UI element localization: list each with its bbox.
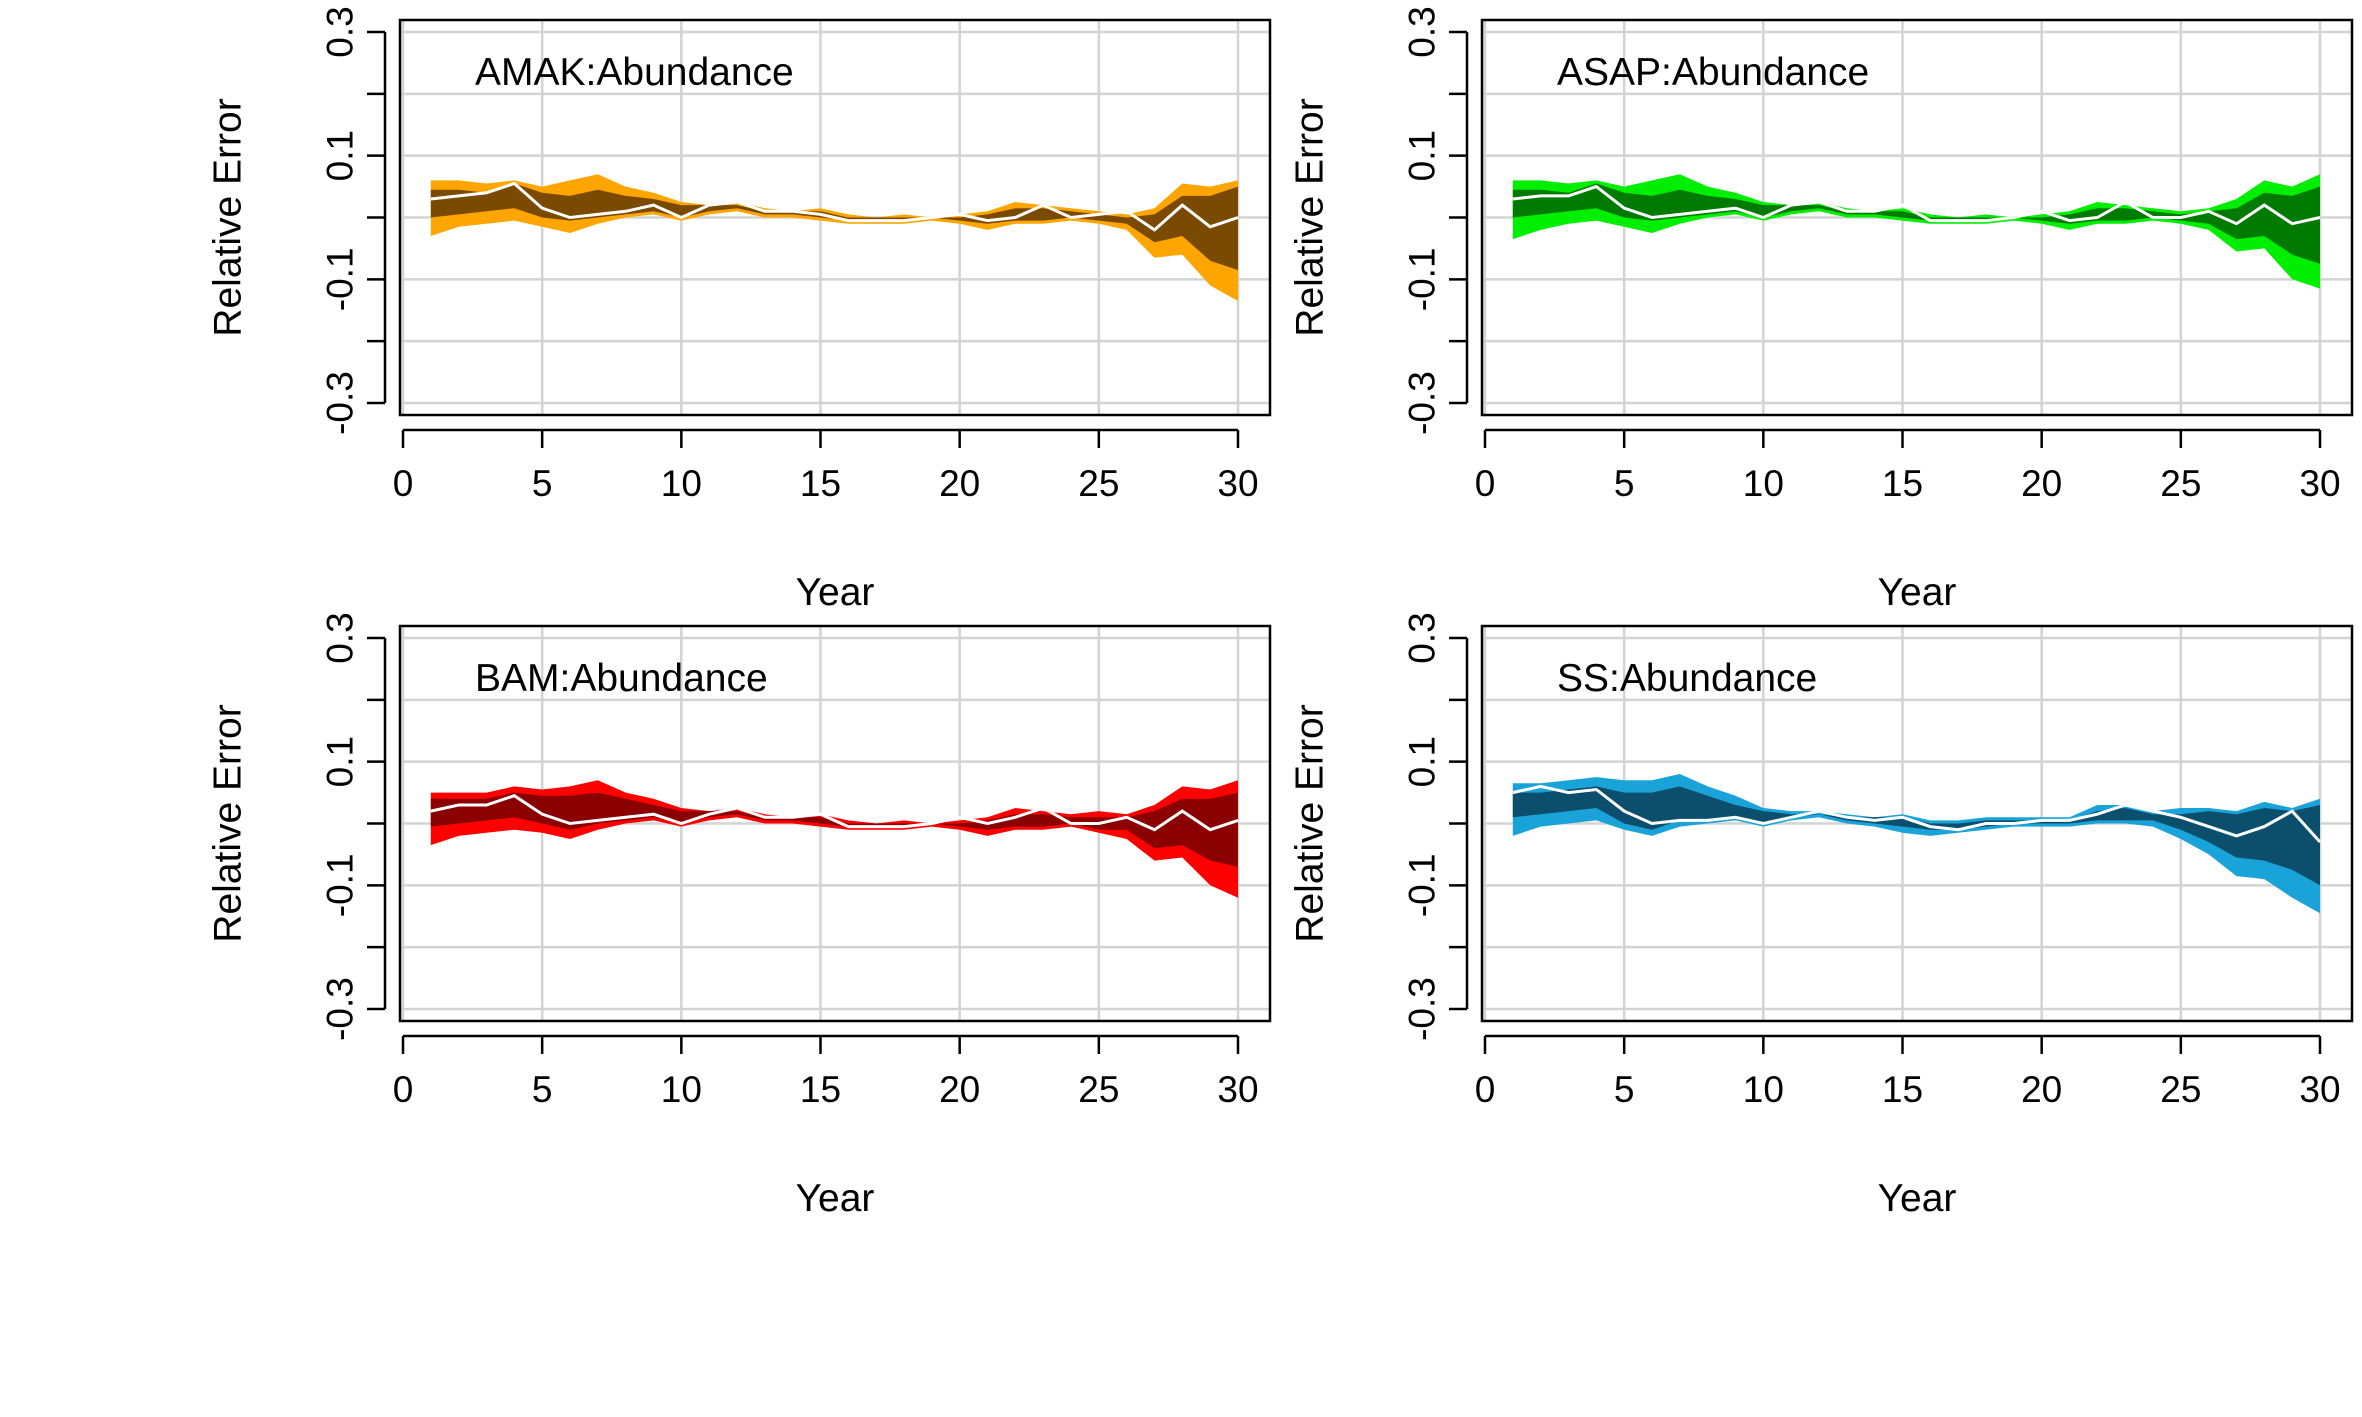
x-tick-label: 5 (532, 1069, 553, 1110)
y-tick-label: -0.1 (320, 853, 361, 917)
x-tick-label: 15 (800, 1069, 841, 1110)
x-tick-label: 0 (393, 463, 414, 504)
x-tick-label: 0 (1475, 1069, 1496, 1110)
x-axis-title: Year (1878, 571, 1957, 614)
y-tick-label: 0.1 (320, 736, 361, 787)
inner-band-area (430, 792, 1238, 867)
x-tick-label: 30 (2299, 463, 2340, 504)
median-line (1512, 784, 2322, 844)
y-axis-title: Relative Error (1289, 704, 1332, 942)
x-tick-label: 10 (661, 463, 702, 504)
x-tick-label: 25 (2160, 1069, 2201, 1110)
panel-title-ss: SS:Abundance (1557, 657, 1817, 700)
x-tick-label: 20 (939, 463, 980, 504)
panel-bam: 0 5 10 15 20 25 30 Year -0.3 -0.1 0.1 0.3 Relative E… (207, 612, 1272, 1220)
y-tick-label: -0.1 (320, 247, 361, 311)
x-tick-label: 5 (532, 463, 553, 504)
x-axis-title: Year (796, 1177, 875, 1220)
x-axis-title: Year (796, 571, 875, 614)
x-tick-label: 25 (1078, 1069, 1119, 1110)
x-axis-title: Year (1878, 1177, 1957, 1220)
x-tick-label: 10 (661, 1069, 702, 1110)
panel-amak: 0 5 10 15 20 25 30 Year -0.3 -0.1 0.1 0.3 Relative E… (207, 6, 1272, 614)
median-line (1512, 184, 2321, 226)
y-tick-label: 0.3 (1402, 612, 1443, 663)
y-tick-label: 0.1 (1402, 736, 1443, 787)
panel-title-bam: BAM:Abundance (475, 657, 768, 700)
inner-band-area (1512, 786, 2320, 886)
y-tick-label: -0.1 (1402, 853, 1443, 917)
plot-frame (1480, 624, 2354, 1023)
y-axis-title: Relative Error (1289, 98, 1332, 336)
panel-asap: 0 5 10 15 20 25 30 Year -0.3 -0.1 0.1 0.3 Relative E… (1289, 6, 2354, 614)
x-tick-label: 30 (1217, 463, 1258, 504)
y-tick-label: -0.3 (1402, 977, 1443, 1041)
y-tick-label: -0.3 (320, 977, 361, 1041)
y-tick-label: -0.3 (1402, 371, 1443, 435)
x-tick-label: 15 (800, 463, 841, 504)
panel-ss: 0 5 10 15 20 25 30 Year -0.3 -0.1 0.1 0.3 Relative E… (1289, 612, 2354, 1220)
x-tick-label: 25 (2160, 463, 2201, 504)
y-tick-label: 0.3 (320, 6, 361, 57)
panel-title-asap: ASAP:Abundance (1557, 51, 1869, 94)
outer-band-area (430, 174, 1238, 301)
x-tick-label: 10 (1743, 463, 1784, 504)
y-tick-label: 0.1 (1402, 130, 1443, 181)
x-tick-label: 30 (1217, 1069, 1258, 1110)
x-tick-label: 20 (2021, 463, 2062, 504)
y-axis-title: Relative Error (207, 98, 250, 336)
inner-band-area (1512, 183, 2320, 264)
y-tick-label: 0.1 (320, 130, 361, 181)
plot-frame (398, 624, 1272, 1023)
inner-band-area (430, 183, 1238, 271)
y-tick-label: 0.3 (320, 612, 361, 663)
x-tick-label: 15 (1882, 463, 1923, 504)
x-tick-label: 15 (1882, 1069, 1923, 1110)
x-tick-label: 10 (1743, 1069, 1784, 1110)
x-tick-label: 30 (2299, 1069, 2340, 1110)
x-tick-label: 0 (1475, 463, 1496, 504)
x-tick-label: 5 (1614, 1069, 1635, 1110)
x-tick-label: 25 (1078, 463, 1119, 504)
y-axis-title: Relative Error (207, 704, 250, 942)
x-tick-label: 0 (393, 1069, 414, 1110)
y-tick-label: 0.3 (1402, 6, 1443, 57)
median-line (430, 181, 1239, 232)
median-line (430, 794, 1239, 832)
y-tick-label: -0.1 (1402, 247, 1443, 311)
y-tick-label: -0.3 (320, 371, 361, 435)
x-tick-label: 5 (1614, 463, 1635, 504)
plot-frame (1480, 18, 2354, 417)
plot-frame (398, 18, 1272, 417)
x-tick-label: 20 (2021, 1069, 2062, 1110)
outer-band-area (1512, 174, 2320, 289)
panel-title-amak: AMAK:Abundance (475, 51, 794, 94)
x-tick-label: 20 (939, 1069, 980, 1110)
